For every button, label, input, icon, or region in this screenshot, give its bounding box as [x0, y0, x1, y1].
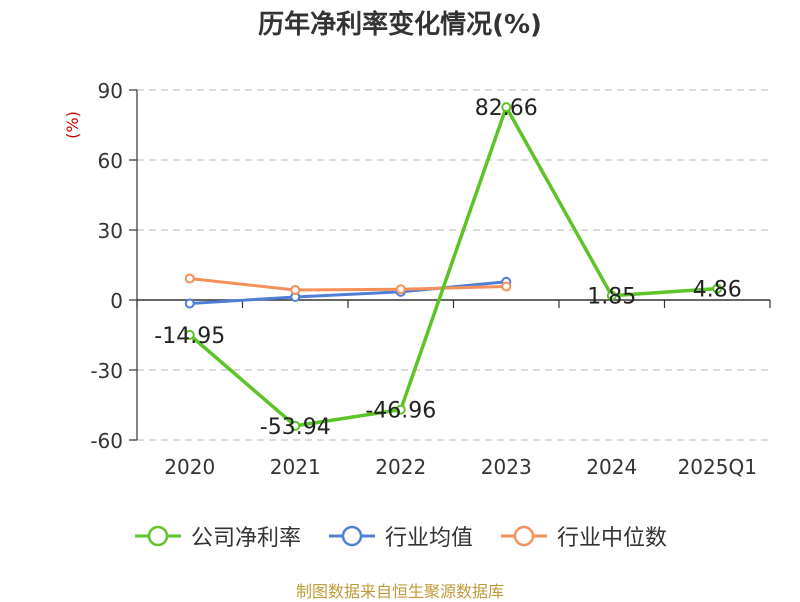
- data-label: -53.94: [260, 415, 331, 440]
- y-axis: 90 60 30 0 -30 -60 (%): [63, 79, 138, 453]
- series-line: [188, 105, 718, 428]
- y-tick-label: 0: [110, 289, 123, 313]
- legend-marker: [501, 525, 547, 547]
- x-tick-label: 2020: [164, 455, 215, 479]
- legend-marker-circle: [341, 525, 363, 547]
- legend-marker: [134, 525, 181, 547]
- source-note: 制图数据来自恒生聚源数据库: [295, 582, 504, 601]
- x-tick-label: 2022: [375, 455, 426, 479]
- legend-item: 公司净利率: [133, 520, 301, 552]
- data-point: [501, 281, 512, 292]
- y-tick-label: -30: [90, 359, 123, 383]
- legend-label: 公司净利率: [190, 526, 301, 551]
- data-label: 82.66: [475, 96, 538, 121]
- y-axis-label: (%): [63, 111, 82, 139]
- data-label: -14.95: [154, 324, 225, 349]
- legend-marker: [328, 525, 375, 547]
- x-tick-label: 2023: [481, 455, 532, 479]
- y-tick-label: -60: [90, 429, 123, 453]
- data-point: [184, 273, 195, 284]
- data-label: 4.86: [693, 278, 742, 303]
- data-point: [606, 290, 617, 301]
- data-label: 1.85: [587, 285, 636, 310]
- series-line: [189, 277, 507, 292]
- x-tick-label: 2021: [270, 455, 321, 479]
- data-point: [184, 298, 195, 309]
- legend-label: 行业中位数: [557, 526, 668, 551]
- legend-marker-circle: [513, 525, 535, 547]
- x-axis: 2020 2021 2022 2023 2024 2025Q1: [136, 299, 771, 479]
- data-point: [395, 284, 406, 295]
- y-tick-label: 90: [98, 79, 123, 103]
- data-point: [290, 420, 301, 431]
- series-layer: [184, 102, 723, 431]
- grid: [137, 89, 770, 441]
- data-point: [501, 102, 512, 113]
- x-tick-label: 2024: [586, 455, 637, 479]
- y-tick-label: 30: [98, 219, 123, 243]
- y-tick-label: 60: [98, 149, 123, 173]
- legend-item: 行业均值: [327, 520, 473, 552]
- legend-marker-circle: [147, 525, 169, 547]
- legend-item: 行业中位数: [499, 520, 667, 552]
- legend-label: 行业均值: [384, 526, 473, 551]
- data-label: -46.96: [365, 399, 436, 424]
- data-point: [712, 283, 723, 294]
- data-point: [290, 284, 301, 295]
- data-point: [184, 329, 195, 340]
- legend: 公司净利率 行业均值 行业中位数: [0, 520, 800, 552]
- x-tick-label: 2025Q1: [678, 455, 757, 479]
- chart-title: 历年净利率变化情况(%): [258, 10, 542, 40]
- data-point: [395, 404, 406, 415]
- data-labels: -14.95 -53.94 -46.96 82.66 1.85 4.86: [154, 96, 741, 440]
